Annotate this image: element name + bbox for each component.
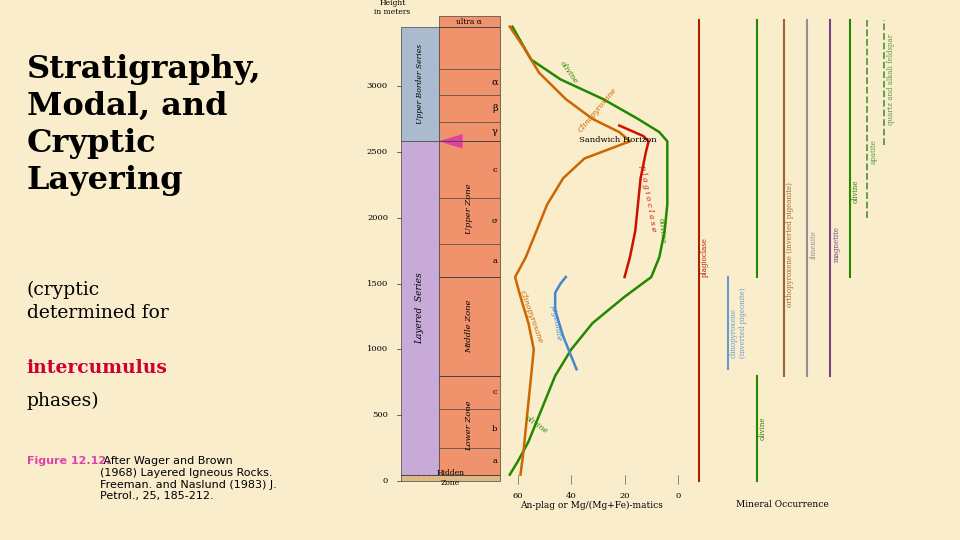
Text: Middle Zone: Middle Zone	[466, 300, 473, 353]
Text: Clinopyroxane: Clinopyroxane	[577, 86, 618, 134]
Text: 1500: 1500	[367, 280, 388, 288]
Text: Lower Zone: Lower Zone	[466, 401, 473, 451]
Text: p l a g i o c l a s e: p l a g i o c l a s e	[638, 164, 658, 232]
Text: 0: 0	[675, 492, 681, 500]
Bar	[401, 141, 439, 475]
Bar	[401, 26, 439, 141]
Text: Stratigraphy,
Modal, and
Cryptic
Layering: Stratigraphy, Modal, and Cryptic Layerin…	[27, 54, 261, 196]
Bar	[439, 376, 500, 475]
Text: b: b	[492, 424, 497, 433]
Text: γ: γ	[492, 127, 497, 136]
Text: β: β	[492, 104, 497, 113]
Text: c: c	[492, 388, 497, 396]
Text: σ: σ	[492, 217, 497, 225]
Text: phases): phases)	[27, 392, 99, 410]
Text: α: α	[492, 78, 498, 86]
Text: c: c	[492, 166, 497, 174]
Text: 20: 20	[619, 492, 630, 500]
Text: Mineral Occurrence: Mineral Occurrence	[736, 501, 829, 509]
Text: 60: 60	[513, 492, 523, 500]
Text: Height
in meters: Height in meters	[374, 0, 411, 16]
Text: Upper Zone: Upper Zone	[466, 184, 473, 234]
Text: intercumulus: intercumulus	[27, 359, 167, 377]
Text: Sandwich Horizon: Sandwich Horizon	[579, 136, 657, 144]
Text: 500: 500	[372, 411, 388, 420]
Text: olivine: olivine	[657, 218, 667, 244]
Text: quartz and alkali feldspar: quartz and alkali feldspar	[887, 34, 895, 125]
Text: Clinopyroxane: Clinopyroxane	[517, 289, 544, 344]
Text: orthopyroxene (inverted pigeonite): orthopyroxene (inverted pigeonite)	[786, 181, 794, 307]
Polygon shape	[439, 134, 463, 148]
Text: 2500: 2500	[367, 148, 388, 156]
Bar	[439, 26, 500, 141]
Bar	[439, 277, 500, 376]
Text: apatite: apatite	[870, 139, 877, 164]
Text: a: a	[492, 457, 497, 465]
Text: Hidden
Zone: Hidden Zone	[437, 469, 465, 487]
Text: olivine: olivine	[852, 180, 860, 203]
Text: plagioclase: plagioclase	[701, 237, 709, 277]
Text: Figure 12.12.: Figure 12.12.	[27, 456, 109, 467]
Text: 40: 40	[565, 492, 577, 500]
Text: 0: 0	[383, 477, 388, 485]
Text: After Wager and Brown
(1968) Layered Igneous Rocks.
Freeman. and Naslund (1983) : After Wager and Brown (1968) Layered Ign…	[101, 456, 277, 501]
Text: 3000: 3000	[367, 82, 388, 90]
Text: olivine: olivine	[523, 414, 549, 435]
Text: magnetite: magnetite	[832, 226, 841, 262]
Text: (cryptic
determined for: (cryptic determined for	[27, 281, 168, 322]
Text: ilmenite: ilmenite	[809, 230, 817, 259]
Text: An-plag or Mg/(Mg+Fe)-matics: An-plag or Mg/(Mg+Fe)-matics	[519, 501, 662, 510]
Text: clinopyroxene
(inverted pigeonite): clinopyroxene (inverted pigeonite)	[731, 288, 747, 359]
Text: 1000: 1000	[367, 346, 388, 354]
Text: 2000: 2000	[367, 214, 388, 222]
Bar	[439, 16, 500, 26]
Text: pigeonite: pigeonite	[549, 305, 564, 342]
Text: Upper Border Series: Upper Border Series	[416, 44, 424, 124]
Text: a: a	[492, 256, 497, 265]
Text: ultra α: ultra α	[456, 17, 482, 25]
Text: olivine: olivine	[558, 60, 579, 86]
Bar	[439, 141, 500, 277]
Text: Layered  Series: Layered Series	[416, 272, 424, 344]
Text: olivine: olivine	[759, 417, 767, 440]
Bar	[401, 475, 500, 481]
